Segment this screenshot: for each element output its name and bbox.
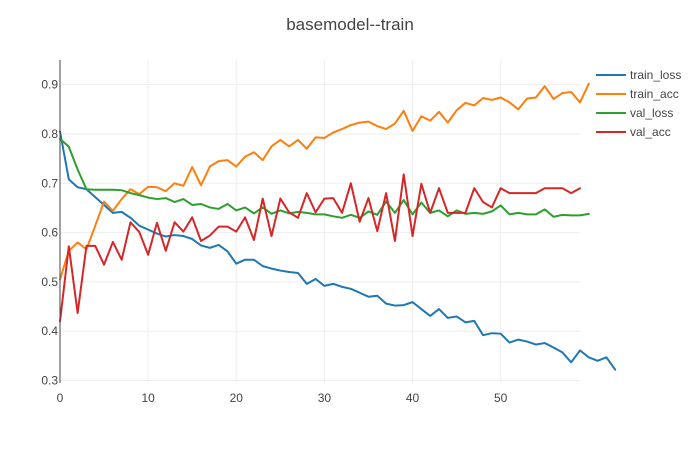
plot-area: [59, 82, 617, 371]
legend-item-train-loss[interactable]: train_loss: [596, 68, 681, 82]
x-tick-label: 40: [406, 391, 420, 405]
y-tick-label: 0.3: [41, 374, 58, 388]
x-tick-label: 50: [494, 391, 508, 405]
legend-label: val_loss: [630, 106, 673, 120]
chart-title: basemodel--train: [286, 15, 414, 34]
axes: 0 10 20 30 40 50 0.3 0.4 0.5 0.6 0.7 0.8 0.9: [41, 60, 508, 405]
legend-item-val-loss[interactable]: val_loss: [596, 106, 673, 120]
y-tick-label: 0.5: [41, 275, 58, 289]
y-tick-label: 0.8: [41, 127, 58, 141]
x-tick-label: 20: [230, 391, 244, 405]
series-line-train-loss: [59, 130, 617, 371]
legend-item-train-acc[interactable]: train_acc: [596, 87, 679, 101]
legend-item-val-acc[interactable]: val_acc: [596, 125, 671, 139]
y-tick-label: 0.9: [41, 78, 58, 92]
legend-label: val_acc: [630, 125, 671, 139]
series-line-val-loss: [59, 137, 590, 219]
legend: train_loss train_acc val_loss val_acc: [596, 68, 681, 139]
grid: [60, 60, 580, 383]
series-line-train-acc: [59, 82, 590, 281]
legend-label: train_acc: [630, 87, 679, 101]
x-tick-label: 30: [318, 391, 332, 405]
x-tick-label: 10: [141, 391, 155, 405]
y-tick-label: 0.6: [41, 226, 58, 240]
series-line-val-acc: [59, 173, 581, 323]
legend-label: train_loss: [630, 68, 681, 82]
x-tick-label: 0: [57, 391, 64, 405]
y-tick-label: 0.4: [41, 324, 58, 338]
y-tick-label: 0.7: [41, 176, 58, 190]
